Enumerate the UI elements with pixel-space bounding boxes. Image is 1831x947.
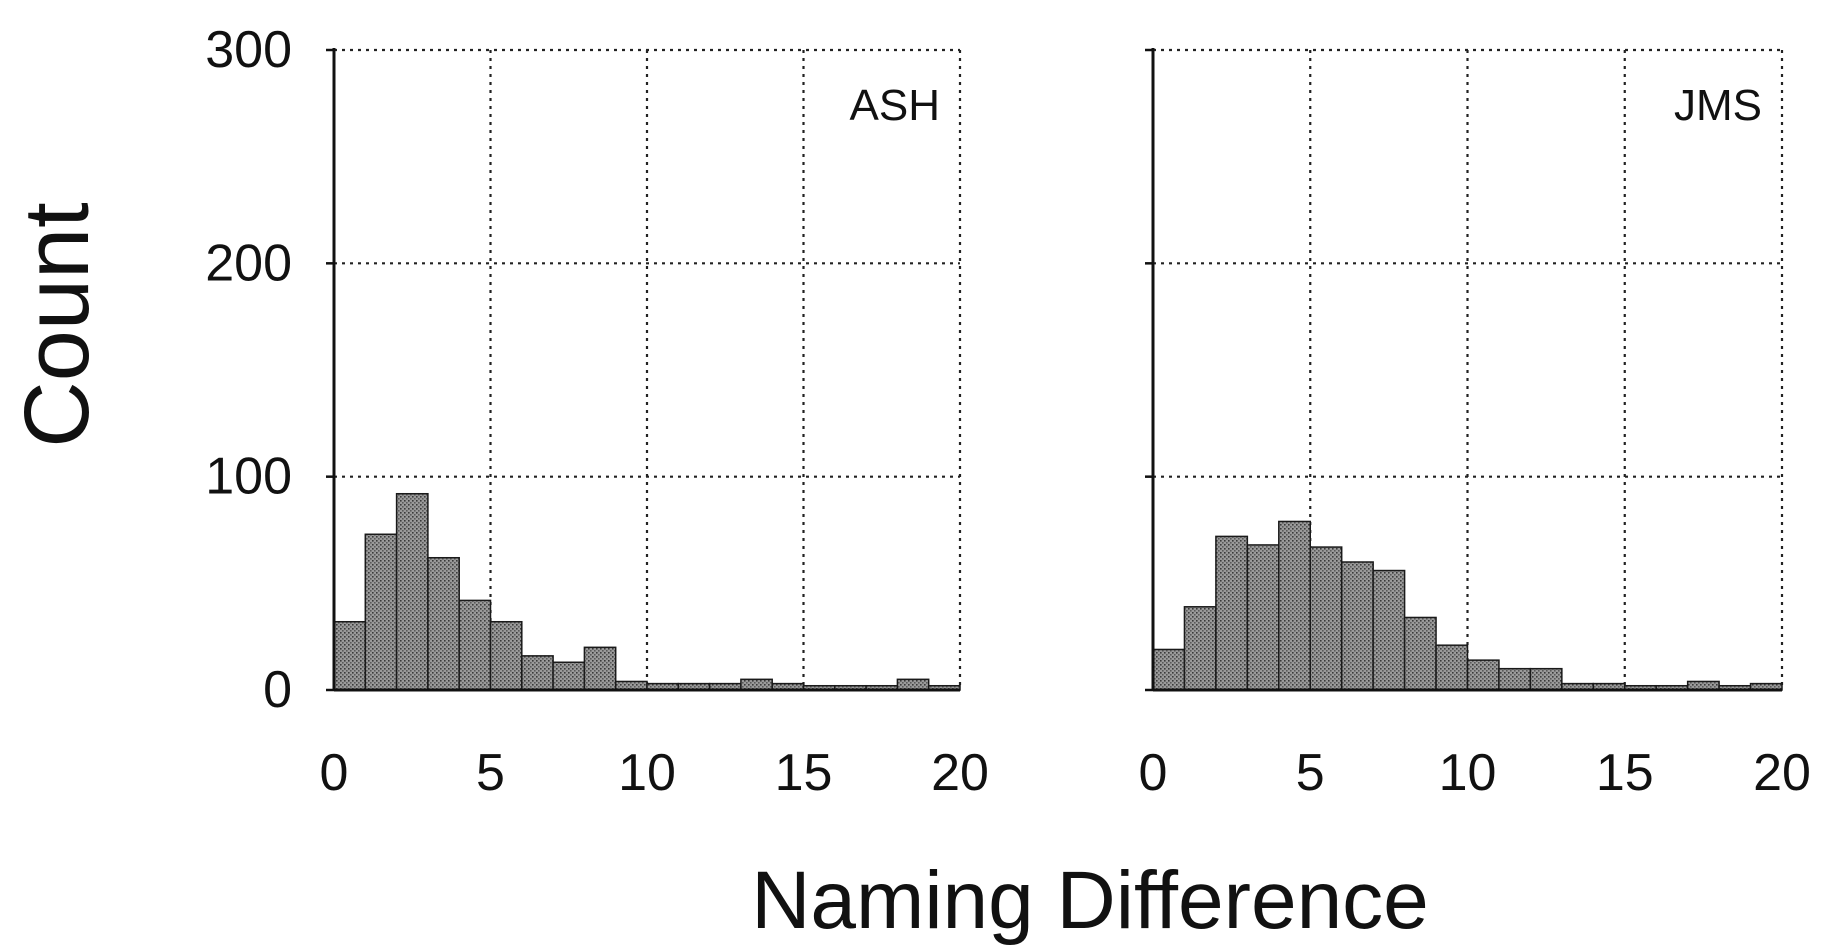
x-axis-title: Naming Difference: [751, 855, 1429, 946]
histogram-bar: [1183, 606, 1217, 691]
histogram-bar: [395, 492, 429, 691]
y-tick-label: 100: [205, 448, 292, 506]
x-tick-label: 10: [618, 744, 676, 802]
x-tick-label: 5: [476, 744, 505, 802]
x-tick-label: 15: [775, 744, 833, 802]
y-tick-label: 0: [263, 661, 292, 719]
x-tick-label: 0: [320, 744, 349, 802]
histogram-bar: [458, 599, 492, 691]
histogram-bar: [489, 620, 523, 691]
histogram-bar: [1466, 659, 1500, 691]
histogram-bar: [1403, 616, 1437, 691]
histogram-bar: [1246, 544, 1280, 691]
histogram-bar: [1278, 520, 1312, 691]
histogram-bar: [1152, 648, 1186, 691]
x-tick-label: 5: [1296, 744, 1325, 802]
y-tick-label: 200: [205, 234, 292, 292]
histogram-bar: [427, 556, 460, 691]
y-axis-title: Count: [6, 202, 108, 448]
histogram-bar: [583, 646, 617, 691]
panel-label: JMS: [1674, 81, 1762, 130]
x-tick-label: 15: [1596, 744, 1654, 802]
histogram-bar: [1529, 667, 1563, 691]
panel-ash: 0 100 200 300 0 5 10 15 20 ASH: [205, 21, 989, 802]
x-tick-label: 0: [1139, 744, 1168, 802]
y-tick-label: 300: [205, 21, 292, 79]
panel-label: ASH: [850, 81, 940, 130]
histogram-bar: [1372, 569, 1406, 691]
x-tick-label: 20: [931, 744, 989, 802]
histogram-bar: [1340, 561, 1374, 691]
histogram-bar: [740, 678, 773, 691]
histogram-bar: [1215, 535, 1249, 691]
panel-jms: 0 5 10 15 20 JMS: [1139, 48, 1811, 802]
x-tick-label: 20: [1753, 744, 1811, 802]
histogram-bar: [896, 678, 930, 691]
histogram-bar: [1309, 546, 1343, 691]
histogram-bar: [364, 533, 398, 691]
x-tick-label: 10: [1439, 744, 1497, 802]
histogram-bar: [333, 620, 367, 691]
histogram-bar: [1498, 667, 1532, 691]
histogram-bar: [1435, 644, 1469, 691]
histogram-bar: [521, 655, 554, 691]
histogram-bar: [552, 661, 586, 691]
